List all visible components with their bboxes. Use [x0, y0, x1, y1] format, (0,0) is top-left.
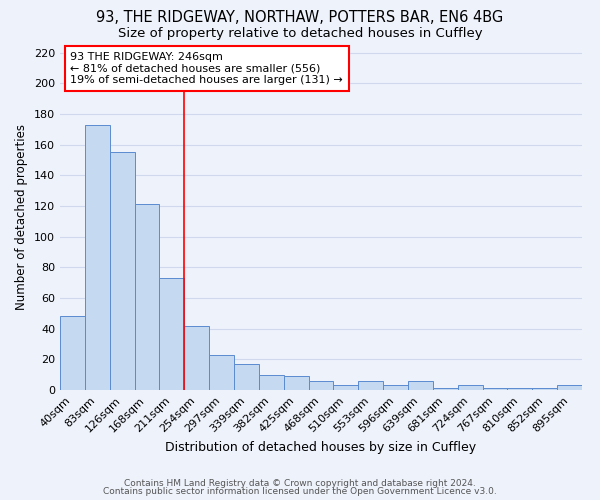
Bar — [209, 354, 234, 390]
Bar — [458, 386, 482, 390]
Bar — [134, 204, 160, 390]
Bar — [334, 386, 358, 390]
Text: Contains public sector information licensed under the Open Government Licence v3: Contains public sector information licen… — [103, 487, 497, 496]
Bar — [557, 386, 582, 390]
Bar — [508, 388, 532, 390]
Bar — [234, 364, 259, 390]
Text: 93 THE RIDGEWAY: 246sqm
← 81% of detached houses are smaller (556)
19% of semi-d: 93 THE RIDGEWAY: 246sqm ← 81% of detache… — [70, 52, 343, 85]
Bar — [85, 124, 110, 390]
Bar — [284, 376, 308, 390]
Text: Size of property relative to detached houses in Cuffley: Size of property relative to detached ho… — [118, 28, 482, 40]
Bar — [408, 381, 433, 390]
Bar — [160, 278, 184, 390]
Bar — [308, 381, 334, 390]
X-axis label: Distribution of detached houses by size in Cuffley: Distribution of detached houses by size … — [166, 441, 476, 454]
Bar — [433, 388, 458, 390]
Y-axis label: Number of detached properties: Number of detached properties — [16, 124, 28, 310]
Text: Contains HM Land Registry data © Crown copyright and database right 2024.: Contains HM Land Registry data © Crown c… — [124, 478, 476, 488]
Bar — [383, 386, 408, 390]
Bar — [259, 374, 284, 390]
Text: 93, THE RIDGEWAY, NORTHAW, POTTERS BAR, EN6 4BG: 93, THE RIDGEWAY, NORTHAW, POTTERS BAR, … — [97, 10, 503, 25]
Bar — [60, 316, 85, 390]
Bar — [532, 388, 557, 390]
Bar — [110, 152, 134, 390]
Bar — [358, 381, 383, 390]
Bar — [482, 388, 508, 390]
Bar — [184, 326, 209, 390]
